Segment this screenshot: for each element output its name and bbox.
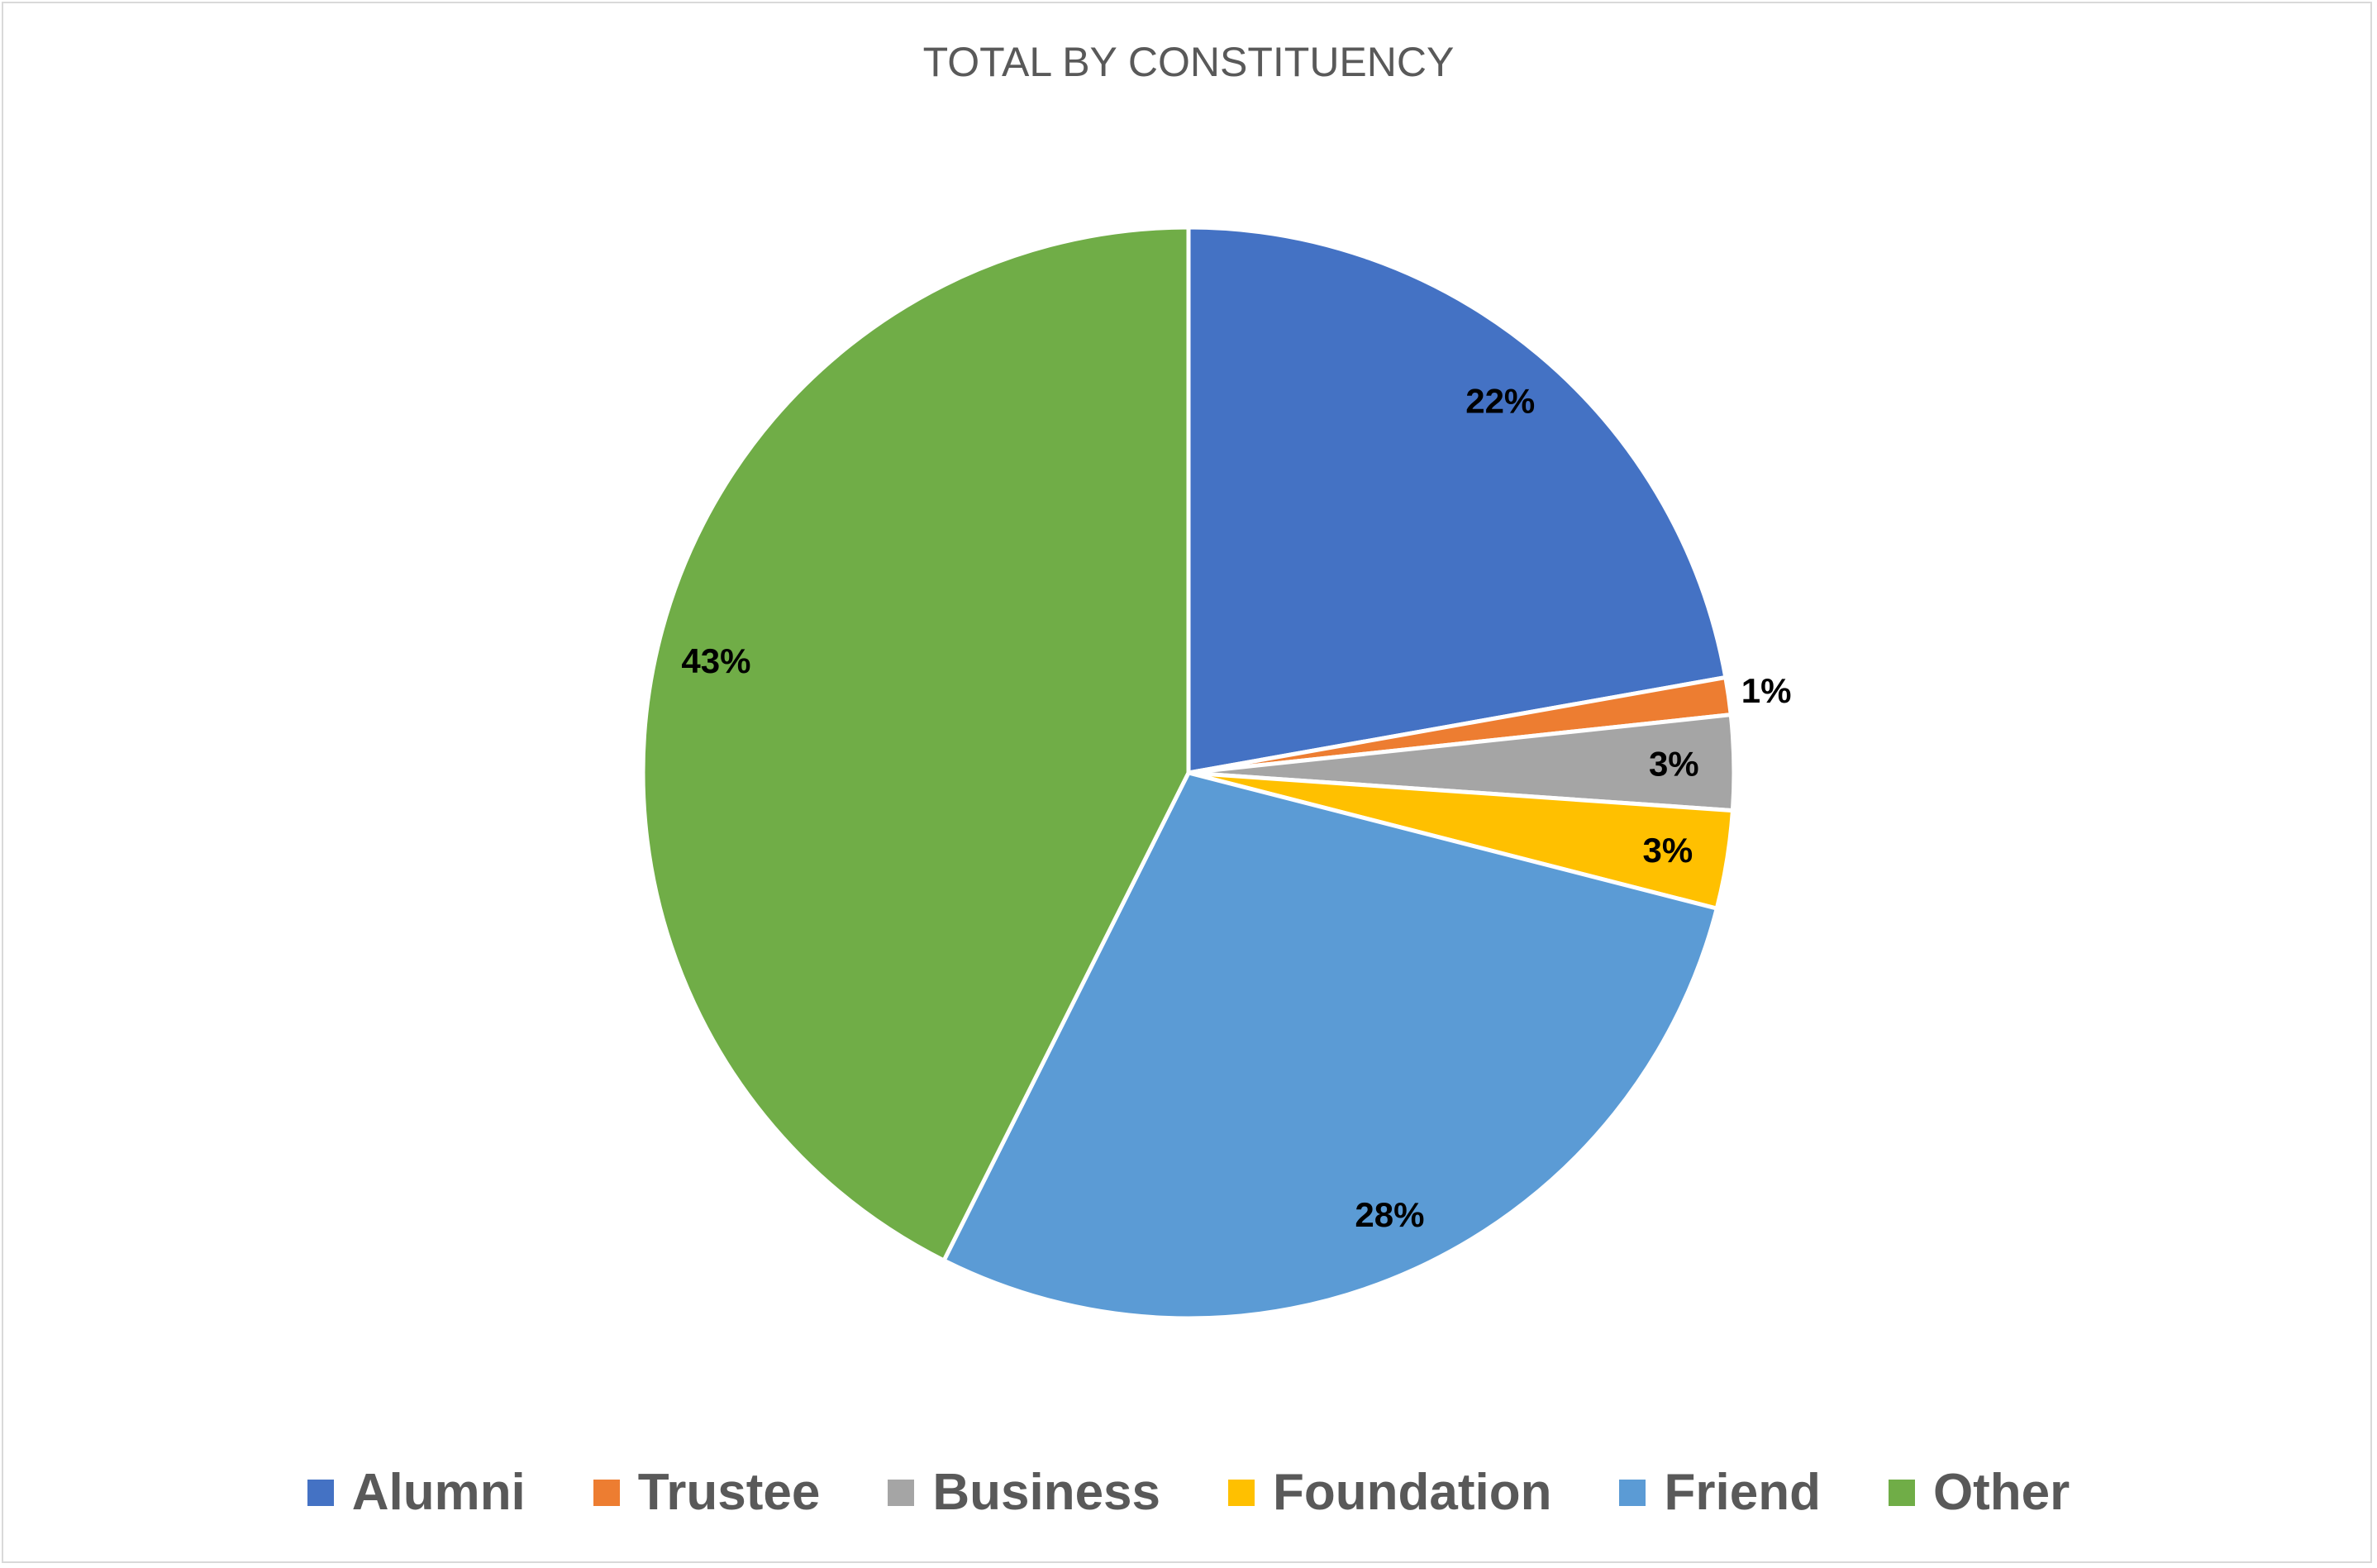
legend-swatch: [1619, 1479, 1646, 1506]
legend-swatch: [593, 1479, 620, 1506]
legend-item-foundation: Foundation: [1228, 1463, 1551, 1522]
data-label-trustee: 1%: [1741, 671, 1792, 710]
legend-label: Alumni: [351, 1464, 526, 1521]
legend-swatch: [888, 1479, 915, 1506]
legend-label: Trustee: [637, 1464, 821, 1521]
legend-item-friend: Friend: [1619, 1463, 1821, 1522]
data-label-other: 43%: [681, 641, 750, 680]
legend-label: Other: [1932, 1464, 2070, 1521]
legend: Alumni Trustee Business Foundation Friend Oth…: [0, 1463, 2377, 1522]
legend-swatch: [307, 1479, 334, 1506]
legend-swatch: [1228, 1479, 1255, 1506]
data-label-foundation: 3%: [1643, 831, 1693, 870]
pie-slice-friend: [941, 770, 1720, 1321]
legend-item-other: Other: [1888, 1463, 2070, 1522]
chart-title: TOTAL BY CONSTITUENCY: [922, 39, 1455, 85]
data-label-business: 3%: [1649, 744, 1699, 783]
pie-slice-other: [641, 225, 1191, 1264]
legend-item-business: Business: [888, 1463, 1160, 1522]
legend-label: Business: [932, 1464, 1161, 1521]
legend-label: Foundation: [1273, 1464, 1552, 1521]
legend-label: Friend: [1664, 1464, 1821, 1521]
data-label-friend: 28%: [1355, 1195, 1424, 1234]
data-label-alumni: 22%: [1465, 381, 1535, 420]
legend-item-alumni: Alumni: [307, 1463, 526, 1522]
pie-slice-alumni: [1186, 225, 1728, 775]
legend-item-trustee: Trustee: [593, 1463, 821, 1522]
legend-swatch: [1888, 1479, 1915, 1506]
